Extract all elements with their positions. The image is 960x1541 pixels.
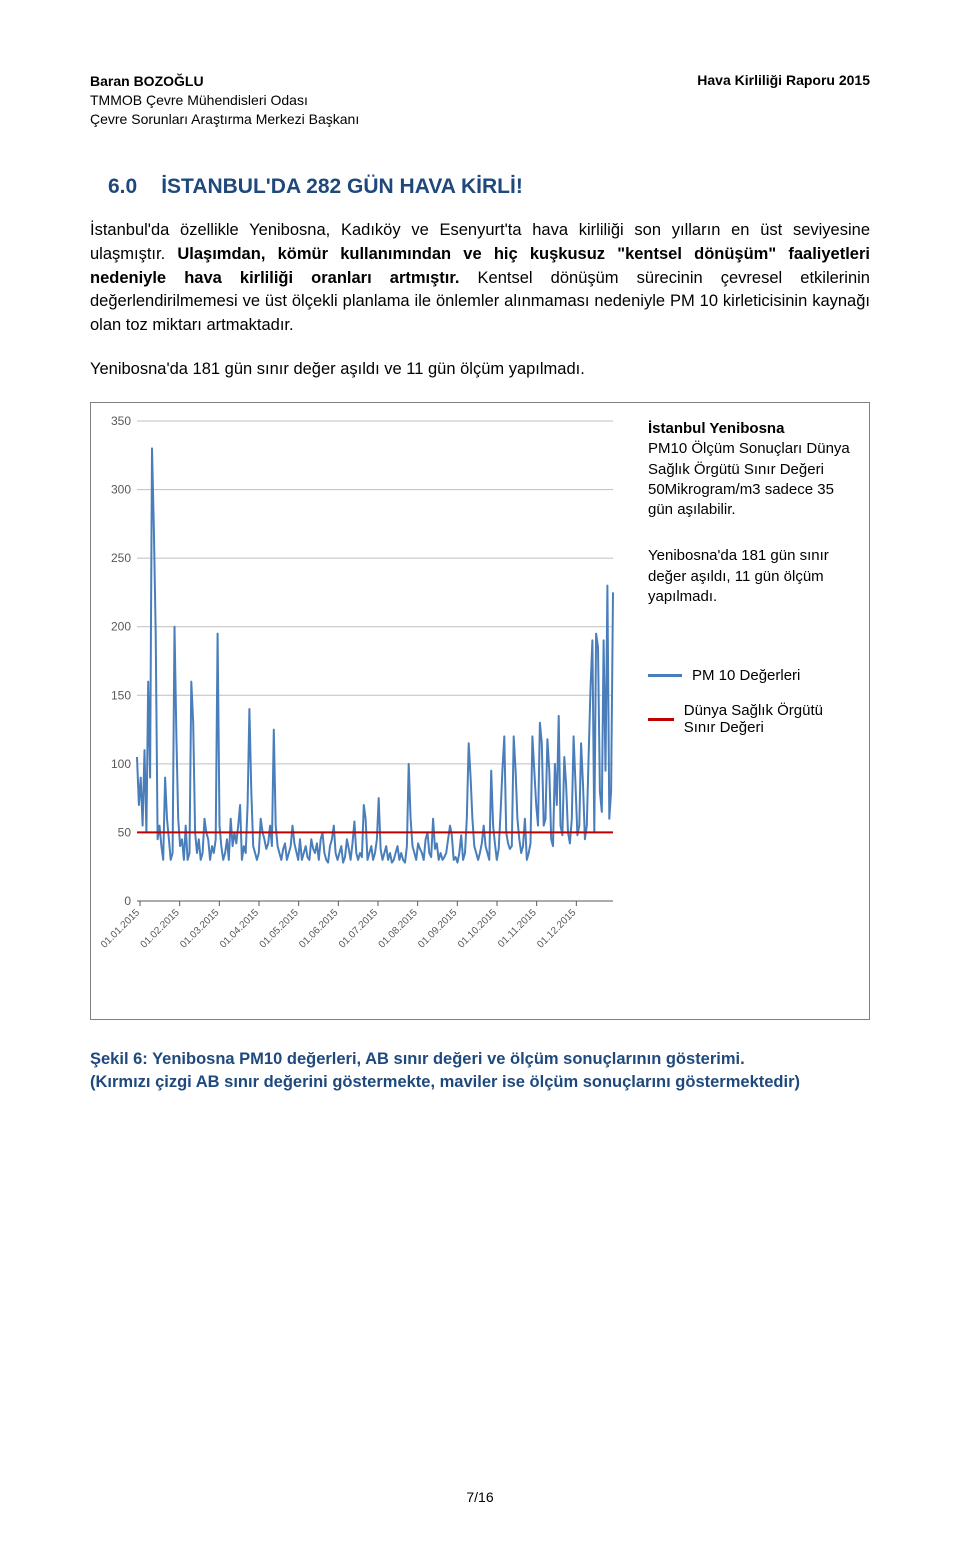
svg-text:01.10.2015: 01.10.2015 [456,907,499,950]
caption-line-2: (Kırmızı çizgi AB sınır değerini gösterm… [90,1073,800,1091]
svg-text:300: 300 [111,483,131,497]
page-header: Baran BOZOĞLU TMMOB Çevre Mühendisleri O… [90,72,870,129]
svg-text:01.07.2015: 01.07.2015 [337,907,380,950]
paragraph-1: İstanbul'da özellikle Yenibosna, Kadıköy… [90,219,870,339]
chart-plot-area: 0 50 100 150 200 250 300 350 01.01.201501.02.201… [99,411,642,1011]
svg-text:250: 250 [111,551,131,565]
svg-text:01.02.2015: 01.02.2015 [139,907,182,950]
legend-row-pm10: PM 10 Değerleri [648,667,853,684]
svg-text:150: 150 [111,688,131,702]
svg-text:350: 350 [111,414,131,428]
svg-text:01.03.2015: 01.03.2015 [178,907,221,950]
legend-label-limit: Dünya Sağlık Örgütü Sınır Değeri [684,702,853,736]
chart-legend: PM 10 Değerleri Dünya Sağlık Örgütü Sını… [648,667,853,736]
section-title-text: İSTANBUL'DA 282 GÜN HAVA KİRLİ! [161,175,523,199]
affiliation-2: Çevre Sorunları Araştırma Merkezi Başkan… [90,110,359,129]
author-name: Baran BOZOĞLU [90,72,359,91]
page-footer: 7/16 [0,1489,960,1505]
svg-text:01.08.2015: 01.08.2015 [377,907,420,950]
svg-text:01.12.2015: 01.12.2015 [535,907,578,950]
svg-text:50: 50 [118,826,132,840]
side-note-2: Yenibosna'da 181 gün sınır değer aşıldı,… [648,546,853,607]
section-number: 6.0 [90,175,137,199]
affiliation-1: TMMOB Çevre Mühendisleri Odası [90,91,359,110]
svg-text:01.01.2015: 01.01.2015 [99,907,142,950]
svg-text:01.06.2015: 01.06.2015 [297,907,340,950]
caption-line-1: Şekil 6: Yenibosna PM10 değerleri, AB sı… [90,1050,745,1068]
side-note-1: İstanbul Yenibosna PM10 Ölçüm Sonuçları … [648,419,853,520]
figure-caption: Şekil 6: Yenibosna PM10 değerleri, AB sı… [90,1048,870,1094]
legend-label-pm10: PM 10 Değerleri [692,667,800,684]
svg-text:01.11.2015: 01.11.2015 [496,907,539,950]
svg-text:01.05.2015: 01.05.2015 [258,907,301,950]
side-note-title: İstanbul Yenibosna [648,420,784,437]
legend-row-limit: Dünya Sağlık Örgütü Sınır Değeri [648,702,853,736]
paragraph-2: Yenibosna'da 181 gün sınır değer aşıldı … [90,358,870,382]
svg-text:200: 200 [111,620,131,634]
svg-text:01.09.2015: 01.09.2015 [416,907,459,950]
svg-text:01.04.2015: 01.04.2015 [218,907,261,950]
line-chart: 0 50 100 150 200 250 300 350 01.01.201501.02.201… [99,411,619,1011]
legend-swatch-pm10 [648,674,682,677]
svg-text:0: 0 [124,894,131,908]
legend-swatch-limit [648,718,674,721]
report-title: Hava Kirliliği Raporu 2015 [697,72,870,129]
chart-side-annotation: İstanbul Yenibosna PM10 Ölçüm Sonuçları … [648,411,853,1011]
svg-text:100: 100 [111,757,131,771]
section-heading: 6.0 İSTANBUL'DA 282 GÜN HAVA KİRLİ! [90,175,870,199]
header-left: Baran BOZOĞLU TMMOB Çevre Mühendisleri O… [90,72,359,129]
chart-container: 0 50 100 150 200 250 300 350 01.01.201501.02.201… [90,402,870,1020]
side-note-desc-a: PM10 Ölçüm Sonuçları Dünya Sağlık Örgütü… [648,440,850,518]
